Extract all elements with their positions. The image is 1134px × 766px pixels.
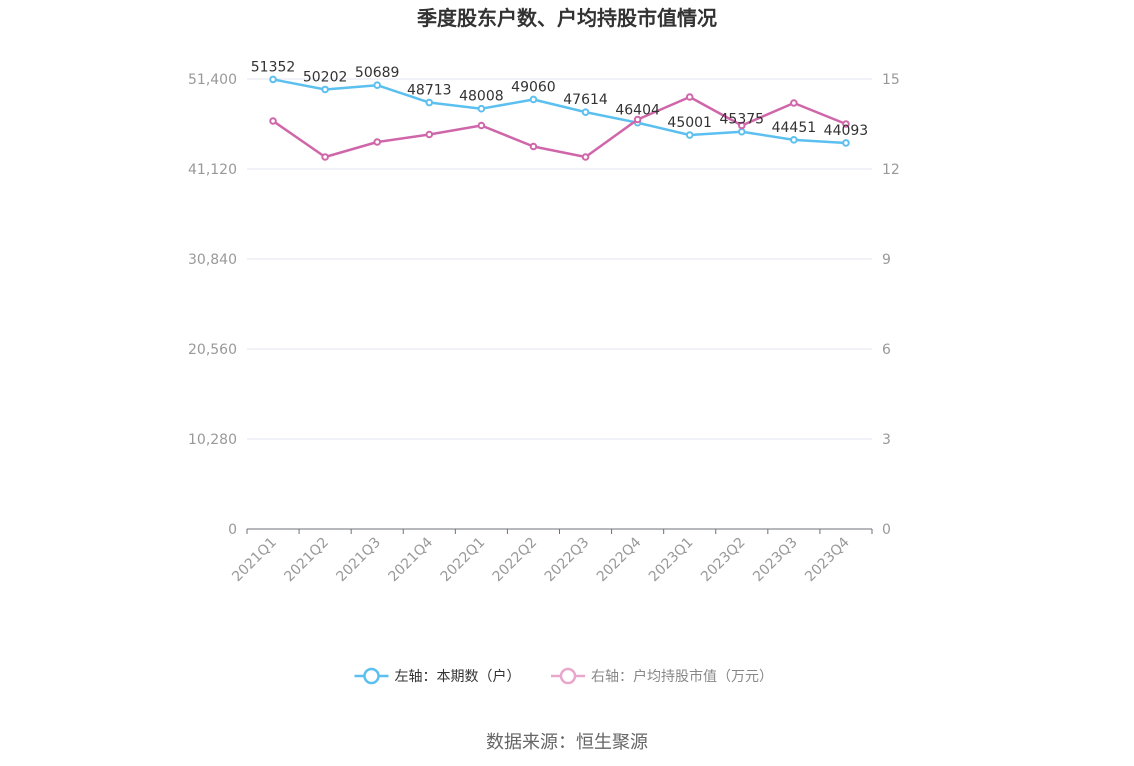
legend-item-2[interactable]: 右轴：户均持股市值（万元） — [551, 667, 773, 685]
right-axis: 0 3 6 9 12 15 — [882, 72, 900, 538]
data-point[interactable] — [321, 153, 329, 161]
data-point[interactable] — [633, 115, 642, 124]
data-point[interactable] — [373, 138, 382, 146]
data-point[interactable] — [581, 108, 590, 116]
x-tick-label: 2022Q2 — [490, 535, 541, 586]
data-point[interactable] — [477, 121, 486, 130]
data-point[interactable] — [737, 127, 746, 136]
data-label: 47614 — [563, 92, 608, 108]
data-point[interactable] — [737, 121, 746, 130]
legend-item-1[interactable]: 左轴：本期数（户） — [354, 667, 521, 685]
left-tick-label: 41,120 — [188, 162, 237, 178]
data-point[interactable] — [321, 85, 329, 94]
source-text: 数据来源：恒生聚源 — [486, 732, 648, 753]
data-point[interactable] — [529, 142, 538, 151]
data-point[interactable] — [269, 75, 277, 84]
x-tick-label: 2022Q1 — [438, 535, 489, 586]
series-1 — [269, 75, 850, 147]
data-label: 49060 — [511, 79, 556, 95]
x-tick-label: 2021Q4 — [386, 534, 437, 585]
series-line — [272, 78, 847, 145]
grid-lines — [247, 78, 872, 440]
data-label: 48713 — [407, 83, 452, 99]
x-tick-label: 2023Q3 — [750, 535, 801, 586]
x-tick-label: 2021Q2 — [281, 535, 332, 586]
data-point[interactable] — [425, 98, 434, 107]
right-tick-label: 6 — [882, 342, 891, 358]
data-label: 45375 — [720, 112, 765, 128]
data-point[interactable] — [269, 117, 277, 125]
legend: 左轴：本期数（户） 右轴：户均持股市值（万元） — [354, 667, 773, 685]
data-label: 50202 — [303, 69, 348, 85]
series-2 — [269, 93, 850, 161]
data-label: 46404 — [615, 103, 660, 119]
left-tick-label: 51,400 — [188, 72, 237, 88]
right-tick-label: 15 — [882, 72, 900, 88]
x-tick-label: 2021Q1 — [229, 535, 280, 586]
left-tick-label: 20,560 — [188, 342, 237, 358]
data-point[interactable] — [790, 136, 798, 144]
data-point[interactable] — [685, 131, 694, 139]
series-line — [272, 95, 847, 159]
x-axis: 2021Q1 2021Q2 2021Q3 2021Q4 2022Q1 2022Q2 2022… — [229, 528, 873, 586]
data-label: 51352 — [251, 59, 296, 75]
data-point[interactable] — [425, 130, 434, 139]
legend-label: 左轴：本期数（户） — [395, 668, 521, 685]
data-label: 50689 — [355, 65, 400, 81]
x-tick-label: 2022Q3 — [542, 535, 593, 586]
right-tick-label: 3 — [882, 432, 891, 448]
data-point[interactable] — [685, 93, 694, 101]
data-point[interactable] — [529, 95, 538, 104]
right-tick-label: 9 — [882, 252, 891, 268]
legend-swatch-marker — [363, 667, 380, 685]
chart-title: 季度股东户数、户均持股市值情况 — [416, 6, 717, 30]
data-label: 45001 — [667, 115, 712, 131]
data-point[interactable] — [477, 104, 486, 113]
data-label: 44451 — [772, 120, 817, 136]
right-tick-label: 0 — [882, 522, 891, 538]
legend-swatch-marker — [559, 667, 577, 685]
x-tick-label: 2023Q2 — [698, 535, 749, 586]
data-label: 44093 — [824, 123, 869, 139]
x-tick-label: 2022Q4 — [594, 534, 645, 585]
x-tick-label: 2021Q3 — [333, 535, 384, 586]
x-tick-label: 2023Q1 — [646, 535, 697, 586]
left-axis: 0 10,280 20,560 30,840 41,120 51,400 — [188, 72, 237, 538]
data-label: 48008 — [459, 89, 504, 105]
series-layer: 51352 50202 50689 48713 48008 49060 47614 46404… — [251, 59, 869, 161]
legend-label: 右轴：户均持股市值（万元） — [591, 668, 773, 685]
data-point[interactable] — [373, 81, 382, 90]
data-point[interactable] — [842, 120, 850, 128]
right-tick-label: 12 — [882, 162, 900, 178]
data-point[interactable] — [581, 153, 590, 161]
data-point[interactable] — [790, 99, 798, 107]
left-tick-label: 10,280 — [188, 432, 237, 448]
x-tick-label: 2023Q4 — [802, 534, 853, 585]
left-tick-label: 30,840 — [188, 252, 237, 268]
data-point[interactable] — [842, 139, 850, 147]
left-tick-label: 0 — [228, 522, 237, 538]
